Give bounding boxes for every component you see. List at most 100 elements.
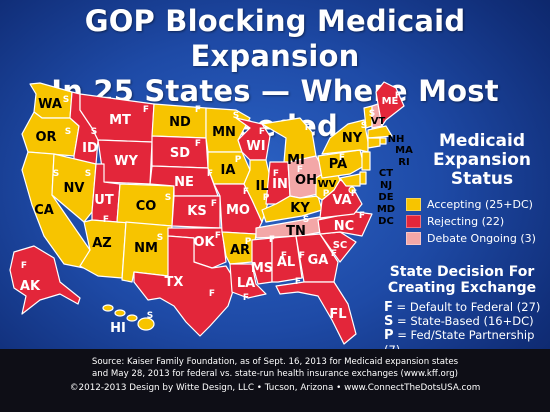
svg-text:S: S — [63, 95, 69, 105]
label-la: LA — [237, 276, 255, 291]
label-nv: NV — [64, 181, 85, 196]
state-fl[interactable] — [275, 281, 357, 345]
svg-text:F: F — [215, 231, 221, 241]
label-il: IL — [255, 179, 268, 194]
state-il[interactable] — [243, 159, 273, 223]
state-de[interactable] — [359, 171, 367, 185]
svg-text:F: F — [21, 261, 27, 271]
label-wa: WA — [38, 97, 62, 112]
legend-label-debate: Debate Ongoing (3) — [427, 231, 536, 245]
state-ct[interactable] — [367, 137, 381, 149]
state-al[interactable] — [271, 235, 303, 283]
label-tn: TN — [286, 224, 306, 239]
label-ga: GA — [308, 253, 329, 268]
svg-text:F: F — [359, 211, 365, 221]
label-wv: WV — [318, 179, 337, 190]
state-nj[interactable] — [361, 151, 371, 171]
label-ca: CA — [34, 203, 54, 218]
label-dc: DC — [378, 216, 394, 227]
label-va: VA — [332, 193, 351, 208]
state-dc[interactable] — [348, 186, 356, 194]
state-ma[interactable] — [367, 125, 393, 139]
label-ks: KS — [187, 204, 206, 219]
svg-text:F: F — [351, 189, 357, 199]
label-oh: OH — [295, 173, 317, 188]
state-ms[interactable] — [251, 237, 273, 285]
label-sc: SC — [333, 240, 348, 251]
svg-text:P: P — [245, 237, 252, 247]
exchange-title-line-2: Creating Exchange — [387, 280, 537, 296]
svg-text:S: S — [361, 121, 367, 131]
exchange-code-f: F — [384, 300, 393, 315]
legend-item-rejecting: Rejecting (22) — [406, 214, 504, 228]
label-al: AL — [277, 255, 295, 270]
label-fl: FL — [329, 307, 346, 322]
label-vt: VT — [371, 116, 386, 127]
state-ga[interactable] — [295, 233, 339, 283]
legend-title-line-2: Expansion — [432, 150, 532, 170]
state-ak[interactable] — [9, 245, 81, 315]
label-nm: NM — [134, 241, 158, 256]
state-ny[interactable] — [321, 119, 369, 155]
svg-text:F: F — [195, 105, 201, 115]
state-me[interactable] — [375, 81, 405, 127]
legend-title: Medicaid Expansion Status — [420, 132, 544, 189]
state-md[interactable] — [339, 173, 361, 187]
label-wy: WY — [114, 154, 138, 169]
label-ut: UT — [94, 193, 114, 208]
exchange-code-s: S — [384, 314, 394, 329]
footer: Source: Kaiser Family Foundation, as of … — [0, 349, 550, 412]
svg-text:F: F — [207, 169, 213, 179]
title-line-1: GOP Blocking Medicaid Expansion — [84, 4, 466, 73]
svg-text:F: F — [209, 289, 215, 299]
svg-text:P: P — [235, 155, 242, 165]
label-ct: CT — [379, 168, 393, 179]
label-ne: NE — [174, 175, 194, 190]
label-ri: RI — [398, 157, 409, 168]
legend-label-rejecting: Rejecting (22) — [427, 214, 505, 228]
svg-text:F: F — [339, 153, 345, 163]
exchange-label-federal: = Default to Federal (27) — [396, 300, 541, 314]
state-ar[interactable] — [221, 231, 257, 265]
legend-swatch-debate — [406, 231, 421, 245]
label-tx: TX — [165, 275, 184, 290]
legend-item-debate: Debate Ongoing (3) — [406, 231, 536, 245]
svg-text:F: F — [243, 293, 249, 303]
svg-text:S: S — [303, 215, 309, 225]
label-nd: ND — [169, 115, 191, 130]
footer-source-line-2: and May 28, 2013 for federal vs. state-r… — [91, 369, 459, 379]
label-nj: NJ — [380, 180, 392, 191]
svg-text:S: S — [53, 169, 59, 179]
state-nv[interactable] — [51, 153, 97, 223]
legend-title-line-3: Status — [450, 169, 514, 189]
svg-text:P: P — [263, 193, 270, 203]
label-md: MD — [377, 204, 395, 215]
label-ia: IA — [221, 163, 236, 178]
svg-text:P: P — [305, 123, 312, 133]
state-tx[interactable] — [133, 235, 237, 337]
label-mi: MI — [287, 153, 305, 168]
footer-source-line-1: Source: Kaiser Family Foundation, as of … — [91, 357, 459, 367]
label-ok: OK — [193, 235, 215, 250]
svg-text:F: F — [281, 251, 287, 261]
label-me: ME — [382, 96, 399, 107]
state-ri[interactable] — [379, 137, 387, 145]
label-wi: WI — [246, 139, 265, 154]
footer-credit-line: ©2012-2013 Design by Witte Design, LLC •… — [69, 383, 481, 393]
exchange-item-state: S = State-Based (16+DC) — [384, 314, 548, 329]
label-ak: AK — [20, 279, 41, 294]
svg-text:S: S — [165, 193, 171, 203]
svg-text:F: F — [297, 165, 303, 175]
label-de: DE — [378, 192, 393, 203]
state-hi[interactable] — [102, 304, 155, 331]
label-ny: NY — [342, 131, 363, 146]
legend-title-line-1: Medicaid — [439, 131, 525, 151]
label-mo: MO — [226, 203, 250, 218]
exchange-item-federal: F = Default to Federal (27) — [384, 300, 548, 315]
label-nh: NH — [388, 134, 405, 145]
label-mt: MT — [109, 113, 131, 128]
svg-text:F: F — [103, 215, 109, 225]
label-az: AZ — [92, 236, 112, 251]
page-title: GOP Blocking Medicaid Expansion In 25 St… — [0, 4, 550, 144]
